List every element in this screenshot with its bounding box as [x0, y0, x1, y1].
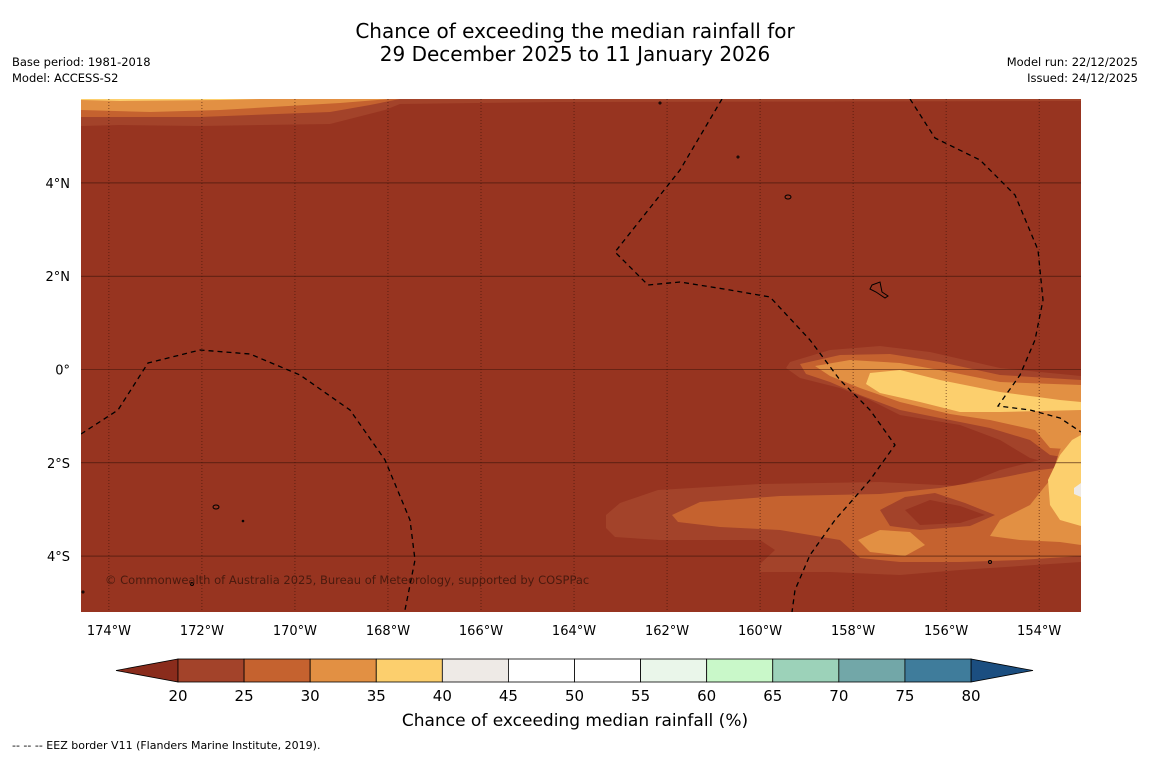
title-line-1: Chance of exceeding the median rainfall …: [355, 19, 795, 43]
colorbar-tick-label: 30: [301, 687, 320, 705]
eez-borders: [81, 99, 1081, 612]
island: [988, 560, 992, 564]
colorbar-tick-label: 60: [697, 687, 716, 705]
islands: [81, 101, 992, 594]
colorbar-tick-label: 45: [499, 687, 518, 705]
metadata-left: Base period: 1981-2018 Model: ACCESS-S2: [12, 54, 151, 86]
title-line-2: 29 December 2025 to 11 January 2026: [379, 42, 771, 66]
colorbar-swatch: [640, 658, 708, 683]
island: [190, 582, 194, 586]
model-run: Model run: 22/12/2025: [1006, 55, 1138, 69]
island: [241, 519, 245, 523]
longitude-labels: 174°W 172°W 170°W 168°W 166°W 164°W 162°W 160°W…: [87, 624, 1062, 639]
lat-label: 4°S: [47, 550, 70, 565]
colorbar-tick-label: 75: [895, 687, 914, 705]
south-band-30: [672, 465, 1081, 562]
colorbar-tick-label: 50: [565, 687, 584, 705]
colorbar-tick-label: 35: [367, 687, 386, 705]
colorbar-swatch: [177, 658, 245, 683]
lon-label: 170°W: [273, 624, 317, 639]
south-small-patch: [858, 530, 925, 556]
colorbar-swatch: [309, 658, 377, 683]
lon-label: 158°W: [831, 624, 875, 639]
colorbar-swatch: [772, 658, 840, 683]
lon-label: 168°W: [366, 624, 410, 639]
metadata-right: Model run: 22/12/2025 Issued: 24/12/2025: [1007, 54, 1138, 86]
graticule: [81, 99, 1081, 612]
map-plot-area: © Commonwealth of Australia 2025, Bureau…: [81, 99, 1081, 612]
island: [736, 155, 740, 159]
copyright-text: © Commonwealth of Australia 2025, Bureau…: [105, 573, 589, 587]
colorbar-under-arrow: [115, 658, 179, 683]
island: [212, 504, 220, 510]
lat-label: 0°: [55, 363, 70, 378]
colorbar-swatch: [508, 658, 575, 683]
south-band-45: [1074, 483, 1081, 497]
colorbar-tick-label: 40: [433, 687, 452, 705]
lon-label: 156°W: [924, 624, 968, 639]
south-band-40: [1048, 435, 1081, 526]
model-name: Model: ACCESS-S2: [12, 71, 119, 85]
colorbar-tick-label: 25: [235, 687, 254, 705]
lon-label: 172°W: [180, 624, 224, 639]
island: [869, 281, 889, 299]
colorbar-swatch: [441, 658, 509, 683]
lon-label: 162°W: [645, 624, 689, 639]
lat-label: 4°N: [46, 177, 71, 192]
lon-label: 160°W: [738, 624, 782, 639]
colorbar-tick-label: 55: [631, 687, 650, 705]
colorbar-tick-label: 20: [168, 687, 187, 705]
island: [658, 101, 662, 105]
island: [784, 194, 792, 200]
colorbar-tick-label: 65: [763, 687, 782, 705]
colorbar-swatch: [574, 658, 641, 683]
eez-border-central: [614, 99, 896, 612]
colorbar-tick-label: 70: [829, 687, 848, 705]
north-band-40: [81, 99, 260, 101]
latitude-labels: 4°N 2°N 0° 2°S 4°S: [46, 177, 71, 565]
island: [81, 590, 85, 594]
map-title: Chance of exceeding the median rainfall …: [0, 20, 1150, 66]
colorbar: 20 25 30 35 40 45 50 55 60 65 70 75 80: [115, 658, 1034, 705]
rainfall-map-figure: © Commonwealth of Australia 2025, Bureau…: [46, 99, 1081, 731]
lon-label: 154°W: [1017, 624, 1061, 639]
lat-label: 2°N: [46, 270, 71, 285]
base-period: Base period: 1981-2018: [12, 55, 151, 69]
colorbar-tick-label: 80: [961, 687, 980, 705]
south-inner-core: [905, 500, 985, 525]
equatorial-band-40: [866, 370, 1081, 412]
north-band-35: [81, 99, 390, 112]
issued-date: Issued: 24/12/2025: [1027, 71, 1138, 85]
colorbar-swatch: [904, 658, 972, 683]
lon-label: 164°W: [552, 624, 596, 639]
colorbar-swatch: [706, 658, 774, 683]
eez-footnote: -- -- -- EEZ border V11 (Flanders Marine…: [12, 739, 321, 752]
lon-label: 166°W: [459, 624, 503, 639]
colorbar-swatch: [243, 658, 311, 683]
colorbar-swatch: [375, 658, 443, 683]
lon-label: 174°W: [87, 624, 131, 639]
colorbar-swatch: [838, 658, 906, 683]
lat-label: 2°S: [47, 457, 70, 472]
eez-border-west: [81, 349, 416, 611]
colorbar-over-arrow: [970, 658, 1034, 683]
colorbar-label: Chance of exceeding median rainfall (%): [402, 711, 748, 731]
